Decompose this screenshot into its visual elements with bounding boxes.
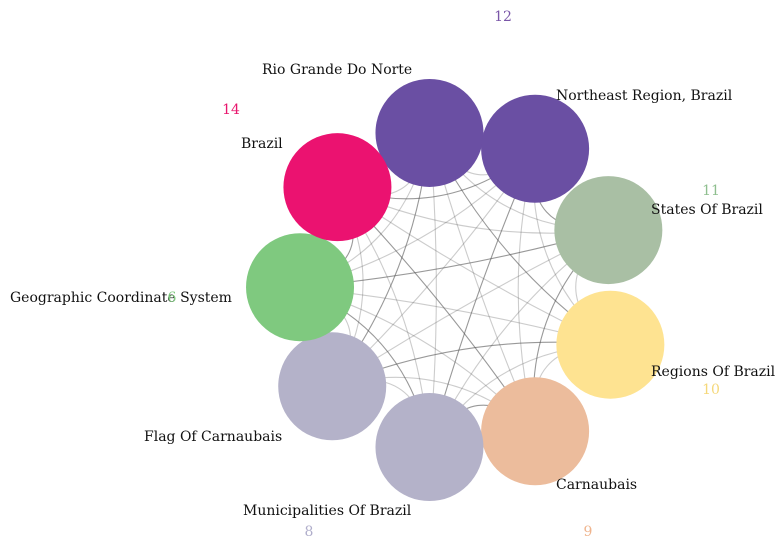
node-northeast [481, 94, 590, 203]
nodes-layer [246, 78, 665, 502]
node-regions [556, 290, 665, 399]
group-label: 14 [222, 102, 240, 118]
labels-layer: Rio Grande Do Norte Northeast Region, Bra… [10, 9, 776, 540]
group-label: 8 [305, 524, 314, 540]
node-geo [246, 233, 355, 342]
group-label: 9 [584, 524, 593, 540]
node-label-flag: Flag Of Carnaubais [144, 429, 282, 445]
node-label-municipalities: Municipalities Of Brazil [243, 503, 412, 519]
node-states [554, 176, 663, 285]
node-label-rio: Rio Grande Do Norte [262, 62, 412, 78]
node-label-regions: Regions Of Brazil [651, 364, 776, 380]
node-label-northeast: Northeast Region, Brazil [556, 88, 733, 104]
node-municipalities [375, 393, 484, 502]
group-label: 6 [168, 290, 177, 306]
node-rio [375, 78, 484, 187]
group-label: 10 [702, 382, 720, 398]
node-label-geo: Geographic Coordinate System [10, 290, 232, 306]
node-brazil [283, 133, 392, 242]
node-label-states: States Of Brazil [651, 202, 763, 218]
node-flag [278, 332, 387, 441]
node-label-brazil: Brazil [241, 136, 283, 152]
group-label: 12 [494, 9, 512, 25]
node-label-carnaubais: Carnaubais [556, 477, 637, 493]
group-label: 11 [702, 183, 720, 199]
node-carnaubais [481, 377, 590, 486]
